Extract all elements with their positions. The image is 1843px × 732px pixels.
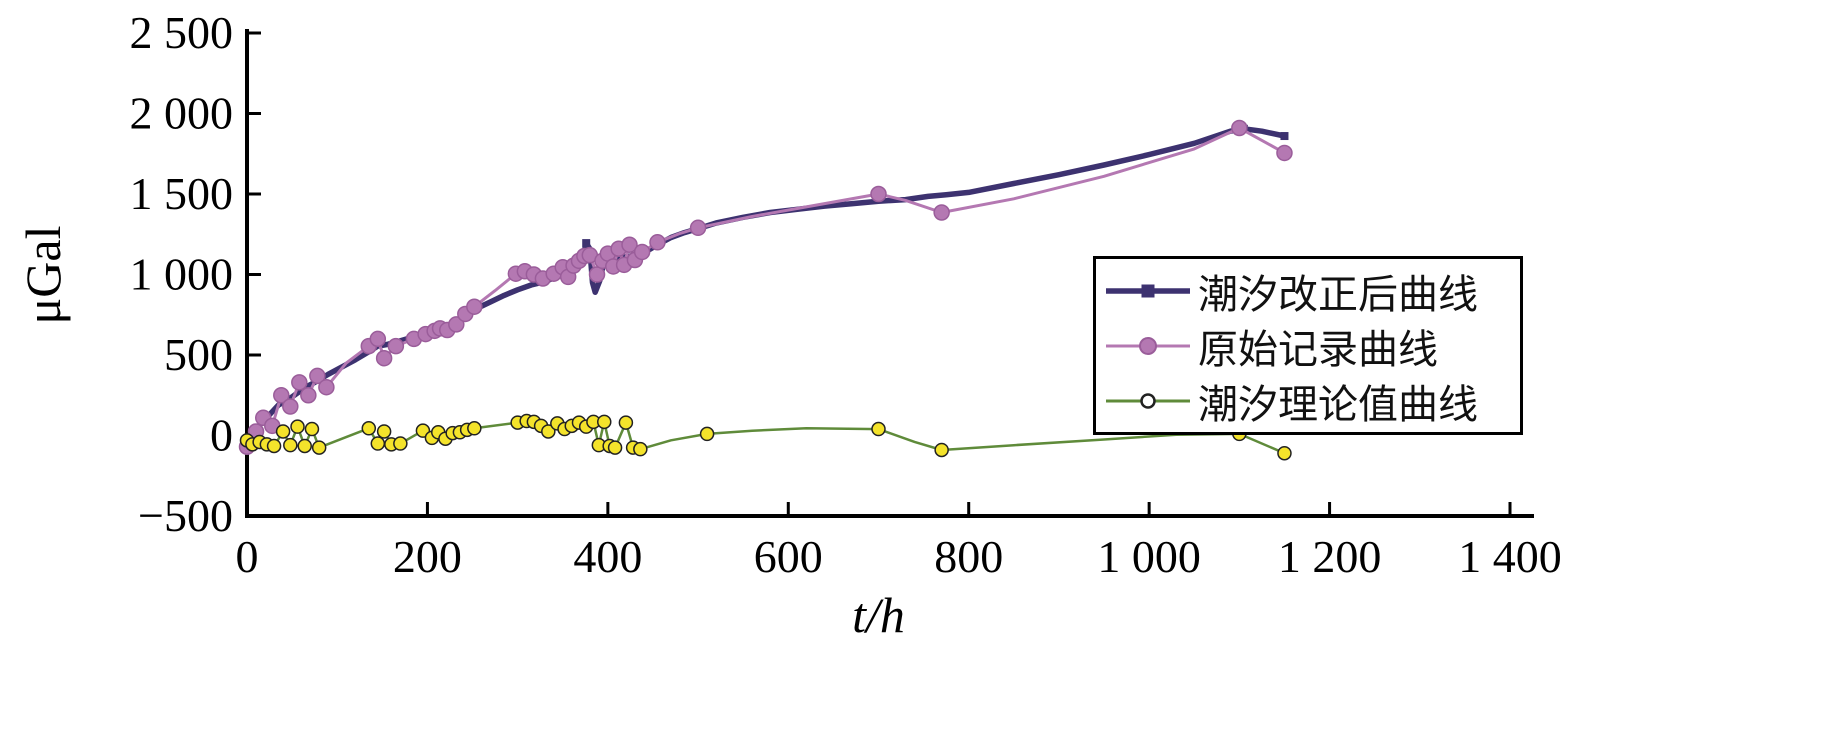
svg-text:500: 500: [164, 329, 233, 380]
y-axis-label: μGal: [15, 226, 71, 325]
svg-text:1 500: 1 500: [130, 168, 234, 219]
svg-text:200: 200: [393, 531, 462, 582]
legend-label-theoretical-curve: 潮汐理论值曲线: [1198, 382, 1478, 427]
svg-text:800: 800: [934, 531, 1003, 582]
svg-text:2 000: 2 000: [130, 88, 234, 139]
legend-sample-original: [1106, 336, 1190, 355]
legend-sample-theoretical: [1106, 392, 1190, 409]
svg-text:1 000: 1 000: [1097, 531, 1201, 582]
legend-label-original-curve: 原始记录曲线: [1198, 327, 1438, 372]
svg-text:0: 0: [210, 410, 233, 461]
svg-text:600: 600: [754, 531, 823, 582]
svg-text:0: 0: [236, 531, 259, 582]
svg-text:400: 400: [573, 531, 642, 582]
legend: 潮汐改正后曲线 原始记录曲线 潮汐理论值曲线: [1093, 256, 1523, 435]
legend-item-corrected-curve: 潮汐改正后曲线: [1104, 263, 1512, 318]
legend-label-corrected-curve: 潮汐改正后曲线: [1198, 272, 1478, 317]
svg-text:1 400: 1 400: [1458, 531, 1562, 582]
svg-text:1 000: 1 000: [130, 249, 234, 300]
svg-text:1 200: 1 200: [1278, 531, 1382, 582]
svg-text:−500: −500: [138, 490, 233, 541]
legend-item-original-curve: 原始记录曲线: [1104, 318, 1512, 373]
legend-item-theoretical-curve: 潮汐理论值曲线: [1104, 373, 1512, 428]
legend-sample-corrected: [1106, 284, 1190, 297]
svg-text:2 500: 2 500: [130, 7, 234, 58]
x-axis-label: t/h: [852, 587, 905, 643]
